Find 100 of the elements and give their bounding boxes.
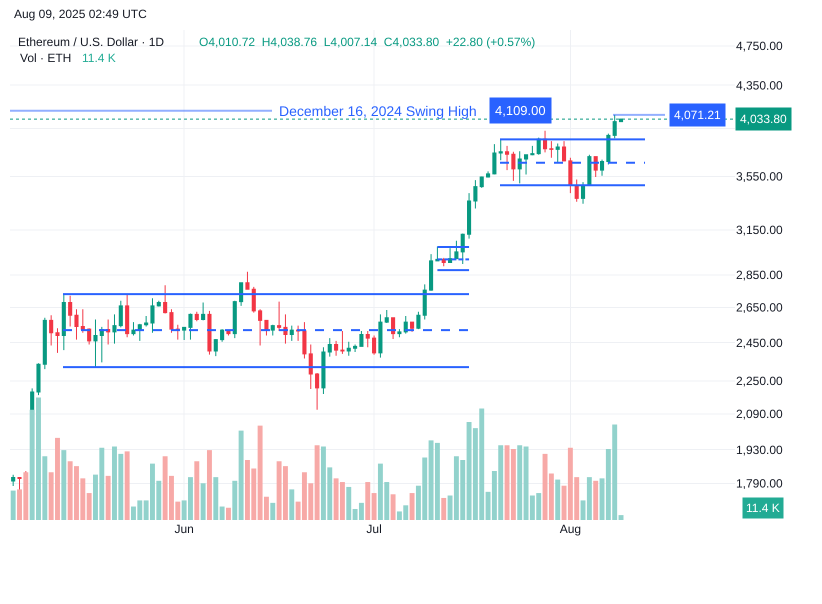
candlestick bbox=[378, 314, 382, 358]
candlestick bbox=[201, 302, 206, 321]
bar bbox=[270, 502, 276, 520]
candlestick bbox=[258, 308, 262, 346]
candlestick bbox=[574, 179, 579, 202]
y-tick-label: 3,550.00 bbox=[736, 170, 784, 184]
candlestick bbox=[252, 286, 256, 314]
candlestick bbox=[460, 233, 465, 264]
y-tick-label: 2,250.00 bbox=[736, 374, 784, 388]
text: O4,010.72 H4,038.76 L4,007.14 C4,033.80 +22.80 (+0.57%) bbox=[199, 35, 536, 49]
candlestick bbox=[486, 170, 490, 178]
chart-title: Vol · ETH bbox=[20, 51, 72, 65]
bar bbox=[61, 450, 66, 520]
candlestick bbox=[328, 338, 332, 358]
candlestick bbox=[49, 314, 54, 346]
candlestick bbox=[277, 301, 282, 332]
candlestick bbox=[492, 144, 496, 175]
bar bbox=[593, 480, 598, 520]
candlestick bbox=[366, 330, 370, 348]
y-tick-label: 2,450.00 bbox=[736, 336, 784, 350]
y-tick-label: 1,930.00 bbox=[736, 442, 784, 457]
candlestick bbox=[359, 330, 364, 347]
bar bbox=[106, 476, 111, 520]
candlestick bbox=[321, 346, 326, 395]
candlestick bbox=[346, 341, 351, 356]
candlestick bbox=[416, 311, 420, 330]
candlestick bbox=[549, 140, 554, 158]
candlestick bbox=[562, 140, 566, 162]
y-tick-label: 2,650.00 bbox=[736, 300, 784, 315]
candlestick bbox=[353, 344, 358, 352]
y-tick-label: 1,790.00 bbox=[736, 476, 784, 491]
bar bbox=[555, 480, 560, 520]
candlestick bbox=[245, 271, 250, 290]
candlestick bbox=[587, 154, 592, 186]
ref-line-label: 4,033.80 bbox=[740, 112, 788, 126]
bar bbox=[289, 489, 294, 520]
candlestick bbox=[144, 316, 148, 328]
bar bbox=[441, 498, 446, 520]
candlestick bbox=[315, 372, 320, 410]
y-tick-label: 4,350.00 bbox=[736, 78, 784, 92]
bar bbox=[10, 490, 16, 520]
y-tick-label: 2,090.00 bbox=[736, 407, 784, 422]
x-tick-label: Jun bbox=[174, 522, 194, 536]
candlestick bbox=[556, 143, 560, 164]
y-tick-label: 4,750.00 bbox=[736, 38, 784, 53]
candlestick bbox=[232, 300, 237, 339]
candlestick bbox=[125, 294, 130, 338]
x-tick-label: Aug bbox=[560, 522, 582, 536]
candlestick bbox=[530, 145, 534, 156]
candlestick bbox=[454, 240, 458, 260]
text: 11.4 K bbox=[746, 501, 780, 515]
candlestick bbox=[100, 326, 104, 363]
candlestick bbox=[302, 322, 306, 360]
candlestick bbox=[188, 312, 193, 340]
candlestick bbox=[169, 308, 174, 334]
candlestick bbox=[112, 314, 117, 344]
candlestick bbox=[442, 257, 446, 267]
ref-line-label: 4,071.21 bbox=[674, 108, 722, 122]
candlestick bbox=[467, 192, 472, 240]
candlestick bbox=[600, 159, 604, 176]
candlestick bbox=[505, 145, 510, 171]
candlestick bbox=[118, 300, 123, 328]
candlestick bbox=[372, 334, 376, 356]
bar bbox=[410, 493, 415, 520]
candlestick bbox=[36, 362, 41, 396]
candlestick bbox=[422, 284, 427, 320]
candlestick bbox=[42, 317, 47, 370]
candlestick bbox=[150, 298, 155, 334]
bar bbox=[124, 451, 130, 520]
candlestick bbox=[448, 248, 452, 263]
x-tick-label: Jul bbox=[366, 522, 382, 536]
candlestick bbox=[435, 246, 440, 262]
candlestick bbox=[55, 328, 60, 354]
bar bbox=[206, 450, 212, 520]
candlestick bbox=[163, 284, 168, 314]
text: Ethereum / U.S. Dollar · 1D bbox=[18, 35, 164, 50]
candlestick bbox=[498, 138, 503, 161]
candlestick bbox=[334, 340, 338, 356]
y-tick-label: 2,850.00 bbox=[736, 268, 784, 282]
candlestick bbox=[511, 151, 516, 182]
candlestick bbox=[68, 295, 72, 328]
candlestick bbox=[536, 138, 541, 156]
candlestick bbox=[207, 310, 212, 356]
candlestick bbox=[131, 322, 136, 336]
candlestick bbox=[214, 338, 218, 357]
ref-line-label: December 16, 2024 Swing High bbox=[279, 103, 477, 119]
candlestick bbox=[220, 328, 224, 342]
candlestick bbox=[106, 319, 110, 346]
candlestick bbox=[290, 325, 294, 342]
candlestick bbox=[429, 254, 434, 292]
chart-subtitle: 11.4 K bbox=[82, 51, 116, 65]
candlestick bbox=[308, 344, 313, 390]
bar bbox=[390, 494, 396, 520]
candlestick bbox=[62, 294, 66, 351]
candlestick bbox=[397, 328, 402, 338]
candlestick bbox=[410, 322, 414, 332]
candlestick bbox=[580, 182, 586, 204]
candlestick bbox=[194, 311, 199, 322]
text: Aug 09, 2025 02:49 UTC bbox=[14, 7, 148, 21]
bar bbox=[226, 508, 231, 520]
